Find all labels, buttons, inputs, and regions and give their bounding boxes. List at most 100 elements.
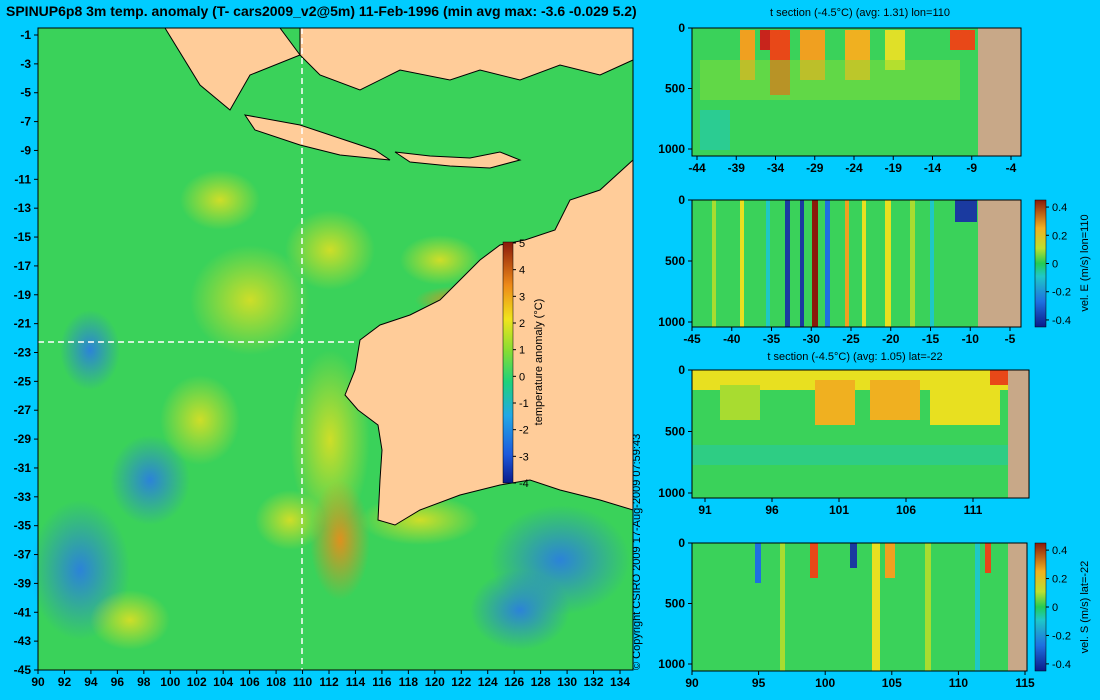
y-tick-label: -31 bbox=[14, 461, 32, 475]
y-tick-label: -11 bbox=[14, 172, 31, 186]
t-lat-section-frame bbox=[691, 369, 1030, 499]
vel-s-section-panel: 90 95 100 105 110 115 0 500 1000 0.4 0.2 0 -0.2 -0.… bbox=[658, 536, 1091, 690]
temperature-colorbar bbox=[502, 241, 514, 484]
t-lon-section-frame bbox=[691, 27, 1022, 157]
y-tick-label: 1000 bbox=[658, 315, 685, 329]
map-y-ticks: -1 -3 -5 -7 -9 -11 -13 -15 -17 -19 -21 -23 -25 -27 -29… bbox=[14, 28, 38, 677]
map-x-ticks: 90 92 94 96 98 100 102 104 106 108 110 112 114 116 118… bbox=[31, 670, 630, 689]
colorbar-tick-label: -3 bbox=[519, 451, 529, 463]
y-tick-label: -5 bbox=[20, 86, 31, 100]
y-tick-label: -7 bbox=[20, 115, 31, 129]
y-tick-label: 0 bbox=[678, 363, 685, 377]
y-tick-label: -1 bbox=[20, 28, 31, 42]
vel-e-colorbar-label: vel. E (m/s) lon=110 bbox=[1079, 214, 1091, 311]
x-tick-label: -34 bbox=[767, 161, 785, 175]
y-tick-label: 0 bbox=[678, 193, 685, 207]
t-lat-section-title: t section (-4.5°C) (avg: 1.05) lat=-22 bbox=[767, 351, 943, 363]
vel-s-section-y-ticks: 0 500 1000 bbox=[658, 536, 692, 671]
x-tick-label: -30 bbox=[803, 332, 821, 346]
y-tick-label: -29 bbox=[14, 432, 32, 446]
t-lon-section-title: t section (-4.5°C) (avg: 1.31) lon=110 bbox=[770, 7, 950, 19]
y-tick-label: -37 bbox=[14, 548, 32, 562]
x-tick-label: 115 bbox=[1015, 676, 1035, 690]
java-island bbox=[243, 114, 391, 161]
colorbar-tick-label: -0.4 bbox=[1052, 315, 1071, 327]
y-tick-label: -3 bbox=[20, 57, 31, 71]
x-tick-label: -19 bbox=[885, 161, 903, 175]
y-tick-label: 500 bbox=[665, 597, 685, 611]
vel-e-section-land bbox=[978, 200, 1021, 327]
x-tick-label: -5 bbox=[1005, 332, 1016, 346]
x-tick-label: -39 bbox=[728, 161, 746, 175]
map-land bbox=[164, 27, 634, 526]
x-tick-label: -9 bbox=[966, 161, 977, 175]
x-tick-label: -29 bbox=[806, 161, 824, 175]
colorbar-tick-label: -4 bbox=[519, 478, 529, 490]
vel-s-section-stripes bbox=[755, 543, 991, 671]
x-tick-label: 134 bbox=[610, 675, 630, 689]
y-tick-label: -25 bbox=[14, 374, 32, 388]
colorbar-tick-label: 0.4 bbox=[1052, 545, 1067, 557]
t-lon-section-land bbox=[978, 28, 1021, 156]
vel-e-colorbar bbox=[1034, 199, 1047, 328]
y-tick-label: -15 bbox=[14, 230, 32, 244]
colorbar-tick-label: 1 bbox=[519, 345, 525, 357]
vel-s-colorbar-label: vel. S (m/s) lat=-22 bbox=[1079, 561, 1091, 654]
y-tick-label: -21 bbox=[14, 317, 32, 331]
vel-s-section-field bbox=[692, 543, 1027, 671]
y-tick-label: -19 bbox=[14, 288, 32, 302]
y-tick-label: -33 bbox=[14, 490, 32, 504]
colorbar-tick-label: 2 bbox=[519, 318, 525, 330]
colorbar-tick-label: -0.2 bbox=[1052, 287, 1071, 299]
x-tick-label: -20 bbox=[882, 332, 900, 346]
x-tick-label: 118 bbox=[399, 675, 419, 689]
map-anomaly-patches bbox=[30, 170, 630, 650]
x-tick-label: 105 bbox=[882, 676, 902, 690]
x-tick-label: -14 bbox=[924, 161, 942, 175]
y-tick-label: 0 bbox=[678, 21, 685, 35]
y-tick-label: 500 bbox=[665, 254, 685, 268]
t-lat-section-x-ticks: 91 96 101 106 111 bbox=[698, 498, 983, 517]
x-tick-label: -40 bbox=[723, 332, 741, 346]
t-lat-section-warm-patches bbox=[692, 370, 1012, 465]
y-tick-label: 1000 bbox=[658, 486, 685, 500]
temperature-colorbar-ticks: 5 4 3 2 1 0 -1 -2 -3 -4 bbox=[513, 238, 529, 490]
x-tick-label: 124 bbox=[478, 675, 498, 689]
colorbar-tick-label: 5 bbox=[519, 238, 525, 250]
x-tick-label: -10 bbox=[962, 332, 980, 346]
x-tick-label: 101 bbox=[829, 503, 849, 517]
x-tick-label: 96 bbox=[111, 675, 125, 689]
y-tick-label: -23 bbox=[14, 346, 32, 360]
vel-s-section-x-ticks: 90 95 100 105 110 115 bbox=[685, 671, 1035, 690]
x-tick-label: -15 bbox=[922, 332, 940, 346]
x-tick-label: 100 bbox=[160, 675, 180, 689]
vel-s-section-land bbox=[1008, 543, 1027, 671]
x-tick-label: 98 bbox=[137, 675, 151, 689]
colorbar-tick-label: 4 bbox=[519, 265, 525, 277]
x-tick-label: 120 bbox=[425, 675, 445, 689]
x-tick-label: -25 bbox=[842, 332, 860, 346]
x-tick-label: 95 bbox=[752, 676, 766, 690]
x-tick-label: 110 bbox=[949, 676, 969, 690]
x-tick-label: 92 bbox=[58, 675, 72, 689]
lesser-sunda-islands bbox=[394, 151, 522, 169]
x-tick-label: 96 bbox=[765, 503, 779, 517]
y-tick-label: 1000 bbox=[658, 657, 685, 671]
y-tick-label: 0 bbox=[678, 536, 685, 550]
x-tick-label: 114 bbox=[346, 675, 366, 689]
y-tick-label: -13 bbox=[14, 201, 32, 215]
map-frame bbox=[37, 27, 634, 671]
t-lat-section-panel: 91 96 101 106 111 0 500 1000 bbox=[658, 363, 1030, 517]
x-tick-label: 126 bbox=[504, 675, 524, 689]
x-tick-label: 128 bbox=[531, 675, 551, 689]
y-tick-label: -43 bbox=[14, 634, 32, 648]
vel-e-section-x-ticks: -45 -40 -35 -30 -25 -20 -15 -10 -5 bbox=[683, 327, 1016, 346]
y-tick-label: -35 bbox=[14, 519, 32, 533]
x-tick-label: 130 bbox=[557, 675, 577, 689]
x-tick-label: 108 bbox=[266, 675, 286, 689]
x-tick-label: 110 bbox=[293, 675, 313, 689]
colorbar-tick-label: -1 bbox=[519, 398, 529, 410]
x-tick-label: 94 bbox=[84, 675, 98, 689]
